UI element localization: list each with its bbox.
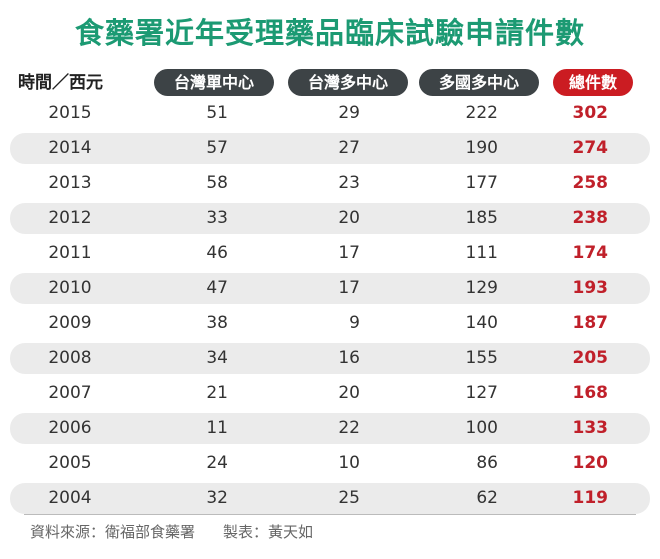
taiwan-multi-cell: 29 bbox=[338, 103, 360, 123]
row-stripe bbox=[10, 483, 650, 514]
year-cell: 2010 bbox=[48, 278, 92, 298]
year-cell: 2007 bbox=[48, 383, 92, 403]
taiwan-single-cell: 38 bbox=[206, 313, 228, 333]
header-taiwan-multi-center: 台灣多中心 bbox=[288, 69, 408, 96]
year-cell: 2006 bbox=[48, 418, 92, 438]
footer-divider bbox=[24, 514, 636, 515]
year-cell: 2011 bbox=[48, 243, 92, 263]
intl-multi-cell: 127 bbox=[465, 383, 498, 403]
taiwan-single-cell: 32 bbox=[206, 488, 228, 508]
footer: 資料來源：衛福部食藥署 製表：黃天如 bbox=[30, 521, 313, 542]
year-cell: 2012 bbox=[48, 208, 92, 228]
year-cell: 2008 bbox=[48, 348, 92, 368]
taiwan-multi-cell: 17 bbox=[338, 278, 360, 298]
taiwan-multi-cell: 25 bbox=[338, 488, 360, 508]
total-cell: 120 bbox=[572, 453, 609, 473]
table-row: 2006 11 22 100 133 bbox=[0, 411, 660, 446]
total-cell: 133 bbox=[572, 418, 609, 438]
total-cell: 302 bbox=[572, 103, 609, 123]
taiwan-single-cell: 21 bbox=[206, 383, 228, 403]
table-row: 2013 58 23 177 258 bbox=[0, 166, 660, 201]
total-cell: 187 bbox=[572, 313, 609, 333]
total-cell: 119 bbox=[572, 488, 609, 508]
table-header: 時間／西元 台灣單中心 台灣多中心 多國多中心 總件數 bbox=[0, 68, 660, 98]
taiwan-single-cell: 57 bbox=[206, 138, 228, 158]
table-row: 2010 47 17 129 193 bbox=[0, 271, 660, 306]
year-cell: 2015 bbox=[48, 103, 92, 123]
row-stripe bbox=[10, 343, 650, 374]
taiwan-multi-cell: 20 bbox=[338, 208, 360, 228]
row-stripe bbox=[10, 133, 650, 164]
table-body: 2015 51 29 222 302 2014 57 27 190 274 2013 58 23 177 2… bbox=[0, 96, 660, 516]
year-cell: 2013 bbox=[48, 173, 92, 193]
table-row: 2004 32 25 62 119 bbox=[0, 481, 660, 516]
year-cell: 2014 bbox=[48, 138, 92, 158]
intl-multi-cell: 86 bbox=[476, 453, 498, 473]
total-cell: 174 bbox=[572, 243, 609, 263]
total-cell: 258 bbox=[572, 173, 609, 193]
taiwan-single-cell: 11 bbox=[206, 418, 228, 438]
year-cell: 2005 bbox=[48, 453, 92, 473]
table-row: 2012 33 20 185 238 bbox=[0, 201, 660, 236]
taiwan-single-cell: 51 bbox=[206, 103, 228, 123]
intl-multi-cell: 129 bbox=[465, 278, 498, 298]
taiwan-multi-cell: 9 bbox=[349, 313, 360, 333]
taiwan-multi-cell: 17 bbox=[338, 243, 360, 263]
taiwan-single-cell: 34 bbox=[206, 348, 228, 368]
taiwan-single-cell: 46 bbox=[206, 243, 228, 263]
taiwan-multi-cell: 27 bbox=[338, 138, 360, 158]
intl-multi-cell: 177 bbox=[465, 173, 498, 193]
header-international-multi-center: 多國多中心 bbox=[419, 69, 539, 96]
intl-multi-cell: 155 bbox=[465, 348, 498, 368]
table-row: 2009 38 9 140 187 bbox=[0, 306, 660, 341]
row-stripe bbox=[10, 273, 650, 304]
intl-multi-cell: 62 bbox=[476, 488, 498, 508]
taiwan-multi-cell: 10 bbox=[338, 453, 360, 473]
year-cell: 2009 bbox=[48, 313, 92, 333]
taiwan-single-cell: 47 bbox=[206, 278, 228, 298]
row-label-header: 時間／西元 bbox=[18, 73, 103, 93]
intl-multi-cell: 222 bbox=[465, 103, 498, 123]
taiwan-multi-cell: 20 bbox=[338, 383, 360, 403]
author-credit: 製表：黃天如 bbox=[223, 523, 314, 541]
total-cell: 205 bbox=[572, 348, 609, 368]
chart-title: 食藥署近年受理藥品臨床試驗申請件數 bbox=[74, 16, 585, 50]
row-stripe bbox=[10, 203, 650, 234]
taiwan-multi-cell: 16 bbox=[338, 348, 360, 368]
source-credit: 資料來源：衛福部食藥署 bbox=[30, 523, 196, 541]
intl-multi-cell: 140 bbox=[465, 313, 498, 333]
total-cell: 168 bbox=[572, 383, 609, 403]
taiwan-single-cell: 58 bbox=[206, 173, 228, 193]
row-stripe bbox=[10, 413, 650, 444]
table-row: 2005 24 10 86 120 bbox=[0, 446, 660, 481]
taiwan-multi-cell: 22 bbox=[338, 418, 360, 438]
total-cell: 193 bbox=[572, 278, 609, 298]
header-taiwan-single-center: 台灣單中心 bbox=[154, 69, 274, 96]
table-row: 2014 57 27 190 274 bbox=[0, 131, 660, 166]
table-row: 2015 51 29 222 302 bbox=[0, 96, 660, 131]
taiwan-single-cell: 24 bbox=[206, 453, 228, 473]
intl-multi-cell: 111 bbox=[465, 243, 498, 263]
total-cell: 238 bbox=[572, 208, 609, 228]
table-row: 2007 21 20 127 168 bbox=[0, 376, 660, 411]
table-row: 2011 46 17 111 174 bbox=[0, 236, 660, 271]
taiwan-multi-cell: 23 bbox=[338, 173, 360, 193]
taiwan-single-cell: 33 bbox=[206, 208, 228, 228]
table-row: 2008 34 16 155 205 bbox=[0, 341, 660, 376]
intl-multi-cell: 190 bbox=[465, 138, 498, 158]
total-cell: 274 bbox=[572, 138, 609, 158]
year-cell: 2004 bbox=[48, 488, 92, 508]
intl-multi-cell: 100 bbox=[465, 418, 498, 438]
header-total: 總件數 bbox=[553, 69, 633, 96]
intl-multi-cell: 185 bbox=[465, 208, 498, 228]
